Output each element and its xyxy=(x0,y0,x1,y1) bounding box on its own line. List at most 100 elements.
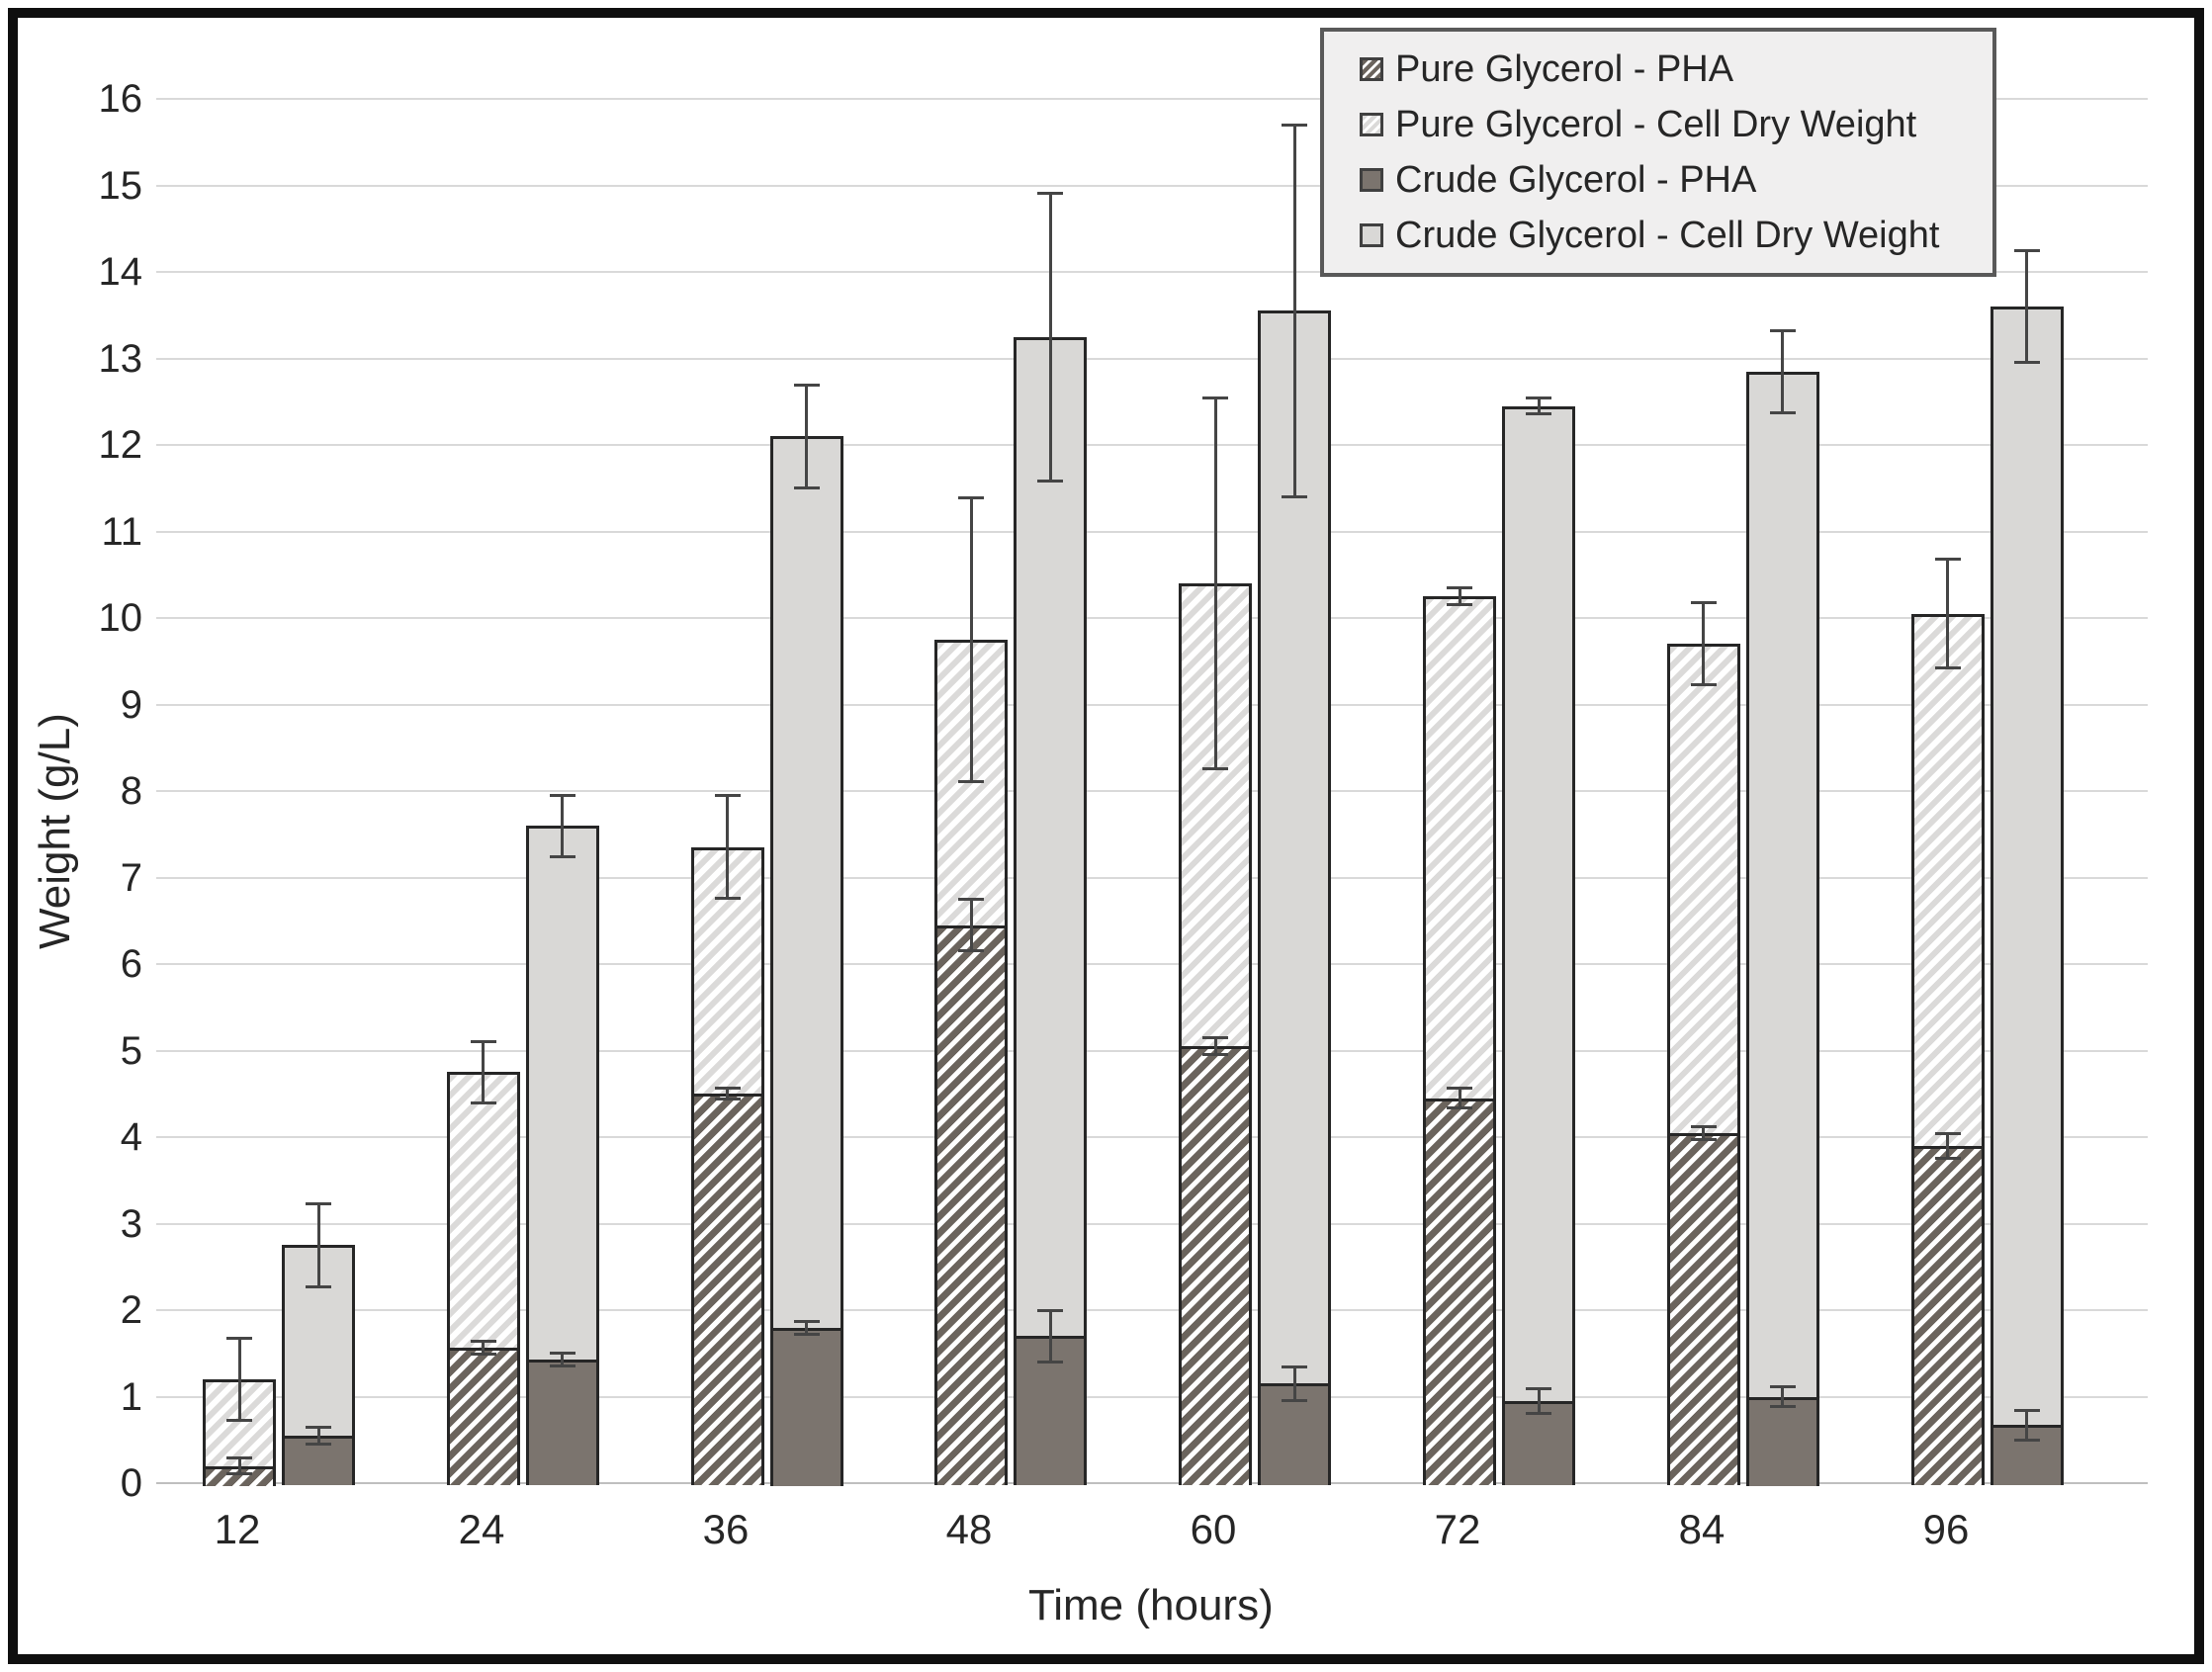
error-bar-line xyxy=(1459,587,1461,605)
error-bar-cap xyxy=(715,794,741,797)
error-bar-cap xyxy=(1202,1036,1228,1039)
error-bar-line xyxy=(317,1203,320,1288)
gridline xyxy=(156,185,2148,187)
legend-entry-3: Crude Glycerol - PHA xyxy=(1360,158,1983,202)
error-bar-cap xyxy=(1526,1387,1551,1390)
gridline xyxy=(156,271,2148,273)
error-bar-line xyxy=(1781,330,1784,413)
error-bar-line xyxy=(238,1338,241,1421)
error-bar-cap xyxy=(1282,1399,1307,1402)
error-bar-line xyxy=(482,1341,485,1355)
error-bar-cap xyxy=(1526,412,1551,415)
error-bar-cap xyxy=(550,855,575,858)
error-bar-cap xyxy=(1202,396,1228,399)
error-bar-line xyxy=(317,1427,320,1445)
error-bar-line xyxy=(805,1321,808,1335)
error-bar-cap xyxy=(1037,192,1063,195)
x-tick-label: 36 xyxy=(702,1506,750,1552)
error-bar-cap xyxy=(1282,495,1307,498)
bar-pure-pha-84 xyxy=(1666,1133,1740,1485)
error-bar-cap xyxy=(715,1098,741,1100)
error-bar-cap xyxy=(1691,1125,1717,1128)
error-bar-cap xyxy=(2014,1439,2040,1442)
error-bar-cap xyxy=(226,1472,252,1475)
error-bar-cap xyxy=(1202,1053,1228,1056)
error-bar-cap xyxy=(1447,603,1472,606)
error-bar-cap xyxy=(794,486,820,489)
error-bar-cap xyxy=(550,1352,575,1355)
y-tick-label: 6 xyxy=(120,942,142,986)
error-bar-line xyxy=(2025,1410,2028,1442)
x-tick-label: 72 xyxy=(1434,1506,1481,1552)
error-bar-line xyxy=(1293,1366,1296,1401)
error-bar-line xyxy=(1538,397,1541,415)
legend-label: Crude Glycerol - PHA xyxy=(1395,159,1757,201)
x-axis-title: Time (hours) xyxy=(1028,1581,1274,1629)
gridline xyxy=(156,1136,2148,1138)
gridline xyxy=(156,1223,2148,1225)
x-tick-label: 84 xyxy=(1678,1506,1725,1552)
error-bar-cap xyxy=(1282,124,1307,127)
x-tick-label: 60 xyxy=(1190,1506,1237,1552)
error-bar-line xyxy=(1702,602,1705,685)
error-bar-cap xyxy=(1770,1405,1796,1408)
error-bar-cap xyxy=(1526,1412,1551,1415)
bar-crude-cell-dry-weight-36 xyxy=(769,436,843,1485)
error-bar-line xyxy=(726,795,729,899)
error-bar-cap xyxy=(306,1426,331,1429)
error-bar-cap xyxy=(958,496,984,499)
error-bar-cap xyxy=(794,1320,820,1323)
y-tick-label: 10 xyxy=(98,596,143,640)
x-tick-label: 12 xyxy=(214,1506,261,1552)
error-bar-line xyxy=(561,795,564,857)
bar-pure-pha-60 xyxy=(1179,1046,1253,1485)
error-bar-cap xyxy=(1447,1087,1472,1090)
y-tick-label: 15 xyxy=(98,164,143,208)
error-bar-line xyxy=(1538,1388,1541,1414)
error-bar-cap xyxy=(1770,1385,1796,1388)
error-bar-cap xyxy=(2014,249,2040,252)
error-bar-cap xyxy=(1935,558,1961,561)
error-bar-cap xyxy=(550,794,575,797)
error-bar-cap xyxy=(1691,601,1717,604)
y-tick-label: 8 xyxy=(120,769,142,813)
error-bar-cap xyxy=(1691,683,1717,686)
y-axis-title: Weight (g/L) xyxy=(31,713,79,949)
bar-crude-cell-dry-weight-60 xyxy=(1258,310,1332,1485)
legend-entry-1: Pure Glycerol - PHA xyxy=(1360,47,1983,91)
error-bar-cap xyxy=(471,1353,496,1356)
error-bar-cap xyxy=(226,1419,252,1422)
error-bar-cap xyxy=(2014,361,2040,364)
error-bar-line xyxy=(1459,1088,1461,1108)
legend-swatch-icon xyxy=(1360,113,1383,136)
gridline xyxy=(156,358,2148,360)
error-bar-cap xyxy=(1691,1138,1717,1141)
error-bar-cap xyxy=(1447,1106,1472,1109)
bar-pure-pha-96 xyxy=(1910,1146,1985,1485)
gridline xyxy=(156,617,2148,619)
legend-label: Pure Glycerol - PHA xyxy=(1395,48,1734,90)
y-tick-label: 1 xyxy=(120,1375,142,1419)
x-axis-line xyxy=(156,1482,2148,1484)
x-tick-label: 24 xyxy=(458,1506,505,1552)
error-bar-cap xyxy=(1935,1132,1961,1135)
gridline xyxy=(156,704,2148,706)
error-bar-cap xyxy=(471,1340,496,1343)
error-bar-line xyxy=(1049,193,1052,482)
error-bar-cap xyxy=(471,1040,496,1043)
error-bar-line xyxy=(2025,250,2028,363)
legend-entry-2: Pure Glycerol - Cell Dry Weight xyxy=(1360,103,1983,146)
error-bar-line xyxy=(805,385,808,488)
error-bar-line xyxy=(482,1041,485,1103)
error-bar-cap xyxy=(958,898,984,901)
error-bar-cap xyxy=(1935,666,1961,669)
y-tick-label: 7 xyxy=(120,856,142,900)
error-bar-line xyxy=(561,1353,564,1366)
error-bar-cap xyxy=(306,1285,331,1288)
gridline xyxy=(156,1396,2148,1398)
error-bar-cap xyxy=(958,949,984,952)
legend-swatch-icon xyxy=(1360,57,1383,81)
error-bar-cap xyxy=(550,1364,575,1367)
error-bar-line xyxy=(1049,1310,1052,1363)
